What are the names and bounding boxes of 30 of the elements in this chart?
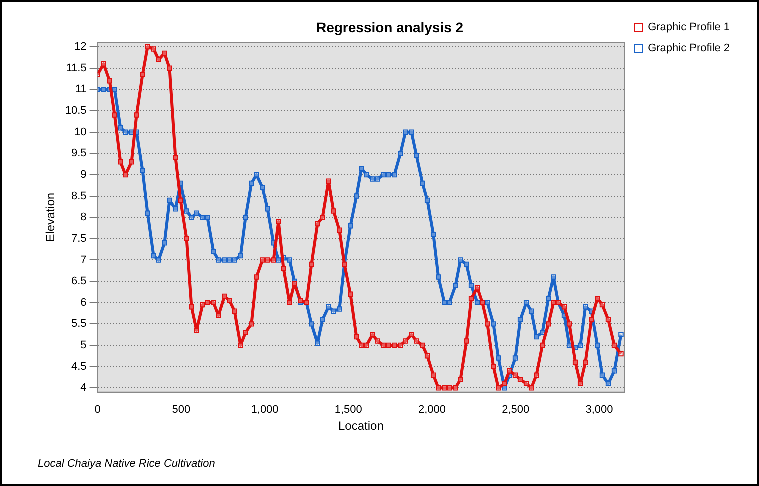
chart-title: Regression analysis 2 xyxy=(316,19,464,36)
x-tick-label: 3,000 xyxy=(586,404,614,416)
y-tick-label: 7.5 xyxy=(72,232,87,245)
legend-label: Graphic Profile 1 xyxy=(648,22,730,34)
y-tick-label: 11 xyxy=(75,84,87,96)
x-tick-label: 2,500 xyxy=(502,404,530,416)
x-axis-title: Location xyxy=(338,419,384,434)
legend-label: Graphic Profile 2 xyxy=(648,42,730,55)
y-tick-label: 12 xyxy=(74,41,87,54)
y-tick-label: 6 xyxy=(80,296,87,309)
y-tick-label: 9.5 xyxy=(72,148,87,160)
y-tick-label: 5 xyxy=(80,340,87,352)
y-tick-label: 7 xyxy=(80,254,87,266)
y-axis-title: Elevation xyxy=(44,192,58,242)
y-tick-label: 8.5 xyxy=(72,190,87,202)
x-tick-label: 500 xyxy=(172,404,191,416)
x-tick-label: 2,000 xyxy=(418,404,446,416)
y-tick-label: 11.5 xyxy=(66,62,87,74)
y-tick-label: 5.5 xyxy=(72,318,87,330)
x-tick-label: 1,500 xyxy=(334,404,362,416)
x-tick-label: 1,000 xyxy=(251,404,279,416)
y-tick-label: 10.5 xyxy=(65,105,87,118)
x-tick-label: 0 xyxy=(94,404,101,416)
y-tick-label: 8 xyxy=(80,212,87,224)
y-tick-label: 4 xyxy=(80,382,87,394)
y-tick-label: 9 xyxy=(80,168,87,181)
text: Local Chaiya Native Rice Cultivation xyxy=(38,458,216,470)
y-tick-label: 10 xyxy=(74,126,87,138)
y-tick-label: 6.5 xyxy=(72,276,87,288)
y-tick-label: 4.5 xyxy=(72,360,87,373)
